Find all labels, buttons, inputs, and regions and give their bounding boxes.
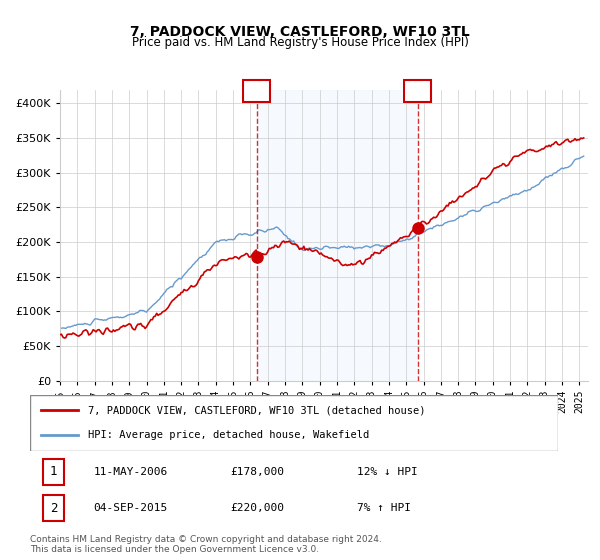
Text: 2: 2 (50, 502, 58, 515)
FancyBboxPatch shape (404, 80, 431, 102)
FancyBboxPatch shape (30, 395, 558, 451)
Text: 1: 1 (253, 84, 261, 98)
Text: 11-MAY-2006: 11-MAY-2006 (94, 467, 167, 477)
Text: Contains HM Land Registry data © Crown copyright and database right 2024.
This d: Contains HM Land Registry data © Crown c… (30, 535, 382, 554)
Text: £220,000: £220,000 (230, 503, 284, 513)
Bar (257, 90, 418, 381)
Text: 2: 2 (413, 84, 422, 98)
Text: 7, PADDOCK VIEW, CASTLEFORD, WF10 3TL (detached house): 7, PADDOCK VIEW, CASTLEFORD, WF10 3TL (d… (88, 405, 425, 416)
Text: HPI: Average price, detached house, Wakefield: HPI: Average price, detached house, Wake… (88, 430, 370, 440)
Text: 7, PADDOCK VIEW, CASTLEFORD, WF10 3TL: 7, PADDOCK VIEW, CASTLEFORD, WF10 3TL (130, 25, 470, 39)
FancyBboxPatch shape (43, 459, 64, 485)
FancyBboxPatch shape (43, 495, 64, 521)
FancyBboxPatch shape (244, 80, 271, 102)
Text: 12% ↓ HPI: 12% ↓ HPI (358, 467, 418, 477)
Text: 7% ↑ HPI: 7% ↑ HPI (358, 503, 412, 513)
Text: 1: 1 (50, 465, 58, 478)
Text: Price paid vs. HM Land Registry's House Price Index (HPI): Price paid vs. HM Land Registry's House … (131, 36, 469, 49)
Text: £178,000: £178,000 (230, 467, 284, 477)
Text: 04-SEP-2015: 04-SEP-2015 (94, 503, 167, 513)
